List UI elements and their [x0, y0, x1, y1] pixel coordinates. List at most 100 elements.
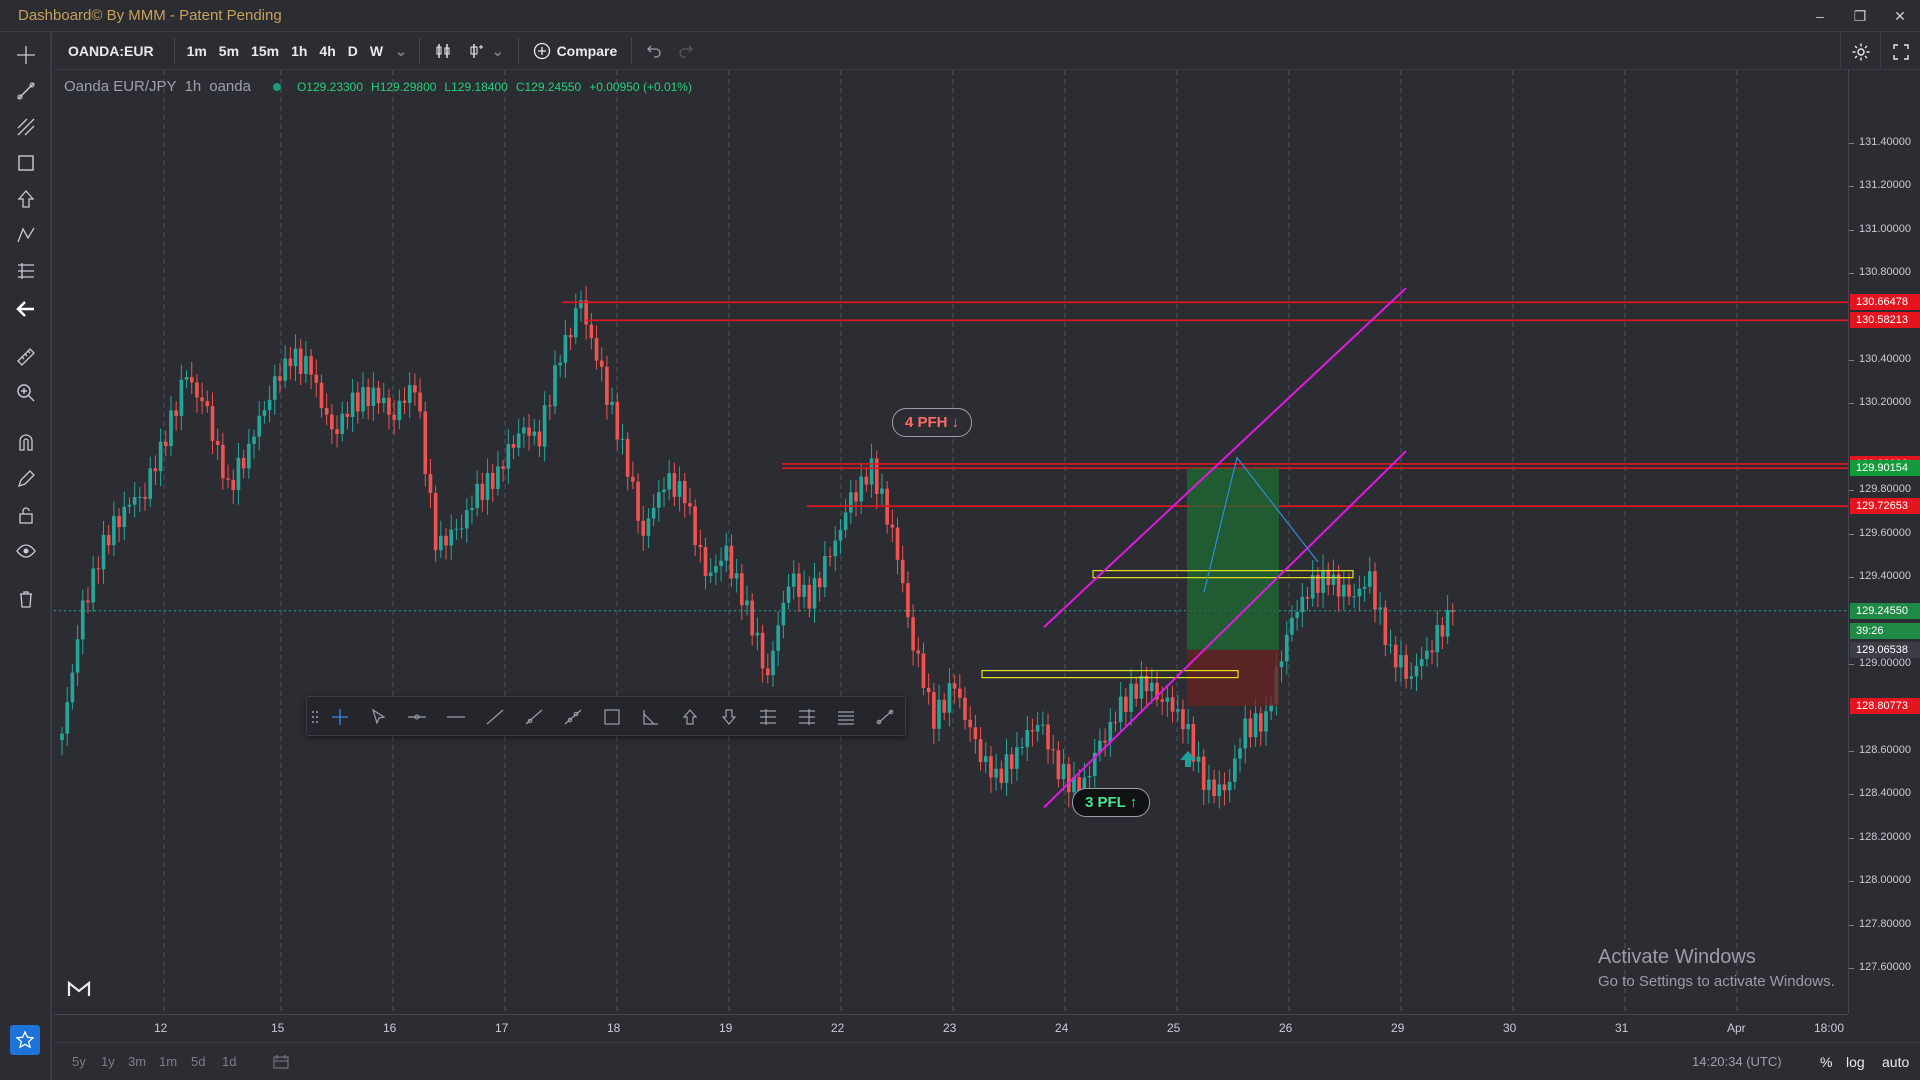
- parallel-lines-icon[interactable]: [833, 705, 859, 729]
- range-1y[interactable]: 1y: [101, 1054, 115, 1069]
- chart-canvas: [54, 70, 1850, 1014]
- short-position-icon[interactable]: [794, 705, 820, 729]
- candle-body: [132, 497, 137, 505]
- time-tick-label: 25: [1167, 1021, 1181, 1035]
- trend-line-icon[interactable]: [482, 705, 508, 729]
- interval-dropdown-icon[interactable]: ⌄: [395, 42, 407, 59]
- restore-button[interactable]: ❐: [1853, 7, 1867, 24]
- back-arrow-icon[interactable]: [12, 295, 40, 323]
- arrow-up-icon[interactable]: [677, 705, 703, 729]
- candle-body: [1186, 723, 1190, 730]
- price-level-label: 130.66478: [1850, 294, 1920, 311]
- candle-body: [205, 401, 210, 407]
- angle-icon[interactable]: [638, 705, 664, 729]
- indicators-icon[interactable]: ⌄: [460, 42, 512, 60]
- redo-icon[interactable]: [670, 44, 702, 58]
- ray-icon[interactable]: [521, 705, 547, 729]
- crosshair-icon[interactable]: [12, 41, 40, 69]
- price-tick-mark: [1849, 664, 1854, 666]
- price-axis[interactable]: 131.40000 131.20000 131.00000 130.80000 130.…: [1848, 70, 1920, 1014]
- candle-body: [454, 528, 459, 530]
- candle-body: [1077, 777, 1081, 800]
- magnet-icon[interactable]: [12, 429, 40, 457]
- settings-gear-icon[interactable]: [1840, 33, 1880, 70]
- minimize-button[interactable]: –: [1816, 8, 1824, 24]
- candle-body: [1238, 748, 1242, 759]
- interval-15m[interactable]: 15m: [251, 43, 280, 59]
- arrow-down-icon[interactable]: [716, 705, 742, 729]
- candle-body: [60, 733, 64, 741]
- price-tick-mark: [1849, 272, 1854, 274]
- candle-body: [522, 427, 526, 434]
- symbol-search[interactable]: OANDA:EUR: [68, 43, 154, 59]
- price-tick-label: 130.20000: [1859, 396, 1911, 409]
- time-axis[interactable]: 12 15 16 17 18 19 22 23 24 25 26 29 30 31 Apr 18:00: [54, 1014, 1848, 1042]
- price-level-label: 129.72653: [1850, 498, 1920, 515]
- trend-line-icon[interactable]: [12, 77, 40, 105]
- floating-drawing-toolbar: [306, 696, 906, 736]
- range-3m[interactable]: 3m: [128, 1054, 147, 1069]
- time-tick-label: 29: [1391, 1021, 1405, 1035]
- interval-1h[interactable]: 1h: [291, 43, 308, 59]
- candle-body: [698, 544, 703, 548]
- candle-body: [942, 699, 947, 713]
- candle-body: [1175, 709, 1180, 712]
- candle-body: [1025, 730, 1030, 747]
- candle-body: [1134, 683, 1139, 699]
- interval-w[interactable]: W: [369, 43, 384, 59]
- candle-body: [983, 756, 988, 762]
- long-position-icon[interactable]: [755, 705, 781, 729]
- lock-icon[interactable]: [12, 501, 40, 529]
- measure-icon[interactable]: [872, 705, 898, 729]
- interval-d[interactable]: D: [347, 43, 358, 59]
- candle-body: [651, 507, 656, 519]
- pencil-lock-icon[interactable]: [12, 465, 40, 493]
- close-button[interactable]: ✕: [1894, 7, 1906, 24]
- eye-icon[interactable]: [12, 537, 40, 565]
- zoom-in-icon[interactable]: [12, 379, 40, 407]
- clock-utc[interactable]: 14:20:34 (UTC): [1692, 1054, 1782, 1069]
- rectangle-icon[interactable]: [599, 705, 625, 729]
- pattern-icon[interactable]: [12, 221, 40, 249]
- range-5d[interactable]: 5d: [191, 1054, 206, 1069]
- legend-source: oanda: [209, 78, 251, 95]
- horizontal-line-icon[interactable]: [443, 705, 469, 729]
- candle-body: [1352, 596, 1357, 598]
- arrow-up-shape-icon[interactable]: [12, 185, 40, 213]
- crosshair-icon[interactable]: [327, 705, 353, 729]
- price-level-label: 130.58213: [1850, 312, 1920, 329]
- goto-date-icon[interactable]: [272, 1054, 290, 1073]
- ruler-icon[interactable]: [12, 343, 40, 371]
- favorites-star-icon[interactable]: [10, 1025, 40, 1055]
- auto-toggle[interactable]: auto: [1882, 1054, 1910, 1070]
- log-toggle[interactable]: log: [1846, 1054, 1865, 1070]
- candle-body: [1056, 750, 1061, 780]
- range-1d[interactable]: 1d: [222, 1054, 237, 1069]
- drag-handle-icon[interactable]: [309, 705, 321, 729]
- time-tick-label: 26: [1279, 1021, 1293, 1035]
- fib-tool-icon[interactable]: [12, 113, 40, 141]
- interval-4h[interactable]: 4h: [319, 43, 336, 59]
- horizontal-ray-icon[interactable]: [404, 705, 430, 729]
- interval-5m[interactable]: 5m: [218, 43, 240, 59]
- trash-icon[interactable]: [12, 585, 40, 613]
- compare-button[interactable]: Compare: [525, 42, 626, 60]
- candle-body: [1450, 610, 1455, 612]
- rectangle-icon[interactable]: [12, 149, 40, 177]
- interval-1m[interactable]: 1m: [186, 43, 207, 59]
- undo-icon[interactable]: [638, 44, 670, 58]
- price-tick-mark: [1849, 924, 1854, 926]
- extended-line-icon[interactable]: [560, 705, 586, 729]
- range-1m[interactable]: 1m: [159, 1054, 178, 1069]
- measure-tools-icon[interactable]: [12, 257, 40, 285]
- candles-icon[interactable]: [426, 42, 460, 60]
- fullscreen-icon[interactable]: [1880, 33, 1920, 70]
- cursor-icon[interactable]: [365, 705, 391, 729]
- chart-pane[interactable]: [54, 70, 1850, 1014]
- candle-body: [387, 397, 391, 415]
- percent-toggle[interactable]: %: [1820, 1054, 1833, 1070]
- range-5y[interactable]: 5y: [72, 1054, 86, 1069]
- candle-body: [1404, 655, 1408, 679]
- legend-low: L129.18400: [444, 79, 508, 94]
- candle-body: [200, 397, 204, 402]
